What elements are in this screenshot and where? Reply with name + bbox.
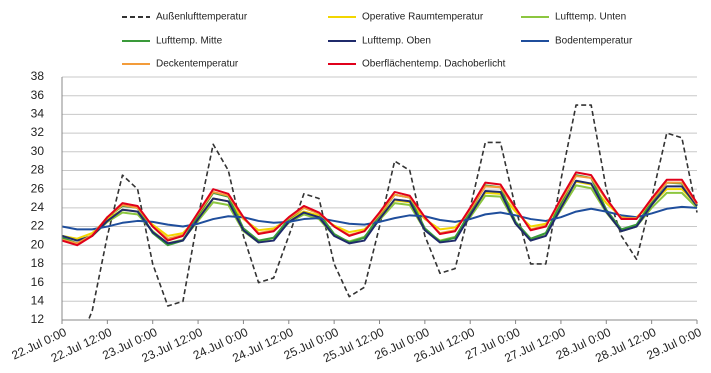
y-tick-label: 20 (31, 237, 45, 251)
y-tick-label: 36 (31, 88, 45, 102)
plot-area (62, 104, 698, 320)
legend-label: Lufttemp. Mitte (156, 36, 223, 47)
legend-label: Lufttemp. Oben (362, 36, 431, 47)
legend-label: Deckentemperatur (156, 59, 239, 70)
legend-label: Operative Raumtemperatur (362, 12, 484, 23)
series-line (87, 104, 698, 320)
y-tick-label: 24 (31, 200, 45, 214)
y-tick-label: 38 (31, 69, 45, 83)
y-tick-label: 26 (31, 181, 45, 195)
y-tick-label: 28 (31, 163, 45, 177)
series-line (62, 175, 698, 245)
legend-label: Bodentemperatur (555, 36, 633, 47)
y-tick-label: 30 (31, 144, 45, 158)
y-tick-label: 32 (31, 125, 45, 139)
y-tick-label: 22 (31, 219, 45, 233)
legend-label: Außenlufttemperatur (156, 12, 248, 23)
y-tick-label: 12 (31, 312, 45, 326)
legend: Außenlufttemperatur Operative Raumtempera… (122, 12, 633, 70)
y-tick-label: 14 (31, 293, 45, 307)
series-line (62, 171, 698, 247)
y-tick-label: 34 (31, 107, 45, 121)
legend-label: Oberflächentemp. Dachoberlicht (362, 59, 506, 70)
y-tick-label: 16 (31, 275, 45, 289)
y-tick-label: 18 (31, 256, 45, 270)
series-line (62, 179, 698, 245)
legend-label: Lufttemp. Unten (555, 12, 626, 23)
series-line (62, 205, 698, 231)
